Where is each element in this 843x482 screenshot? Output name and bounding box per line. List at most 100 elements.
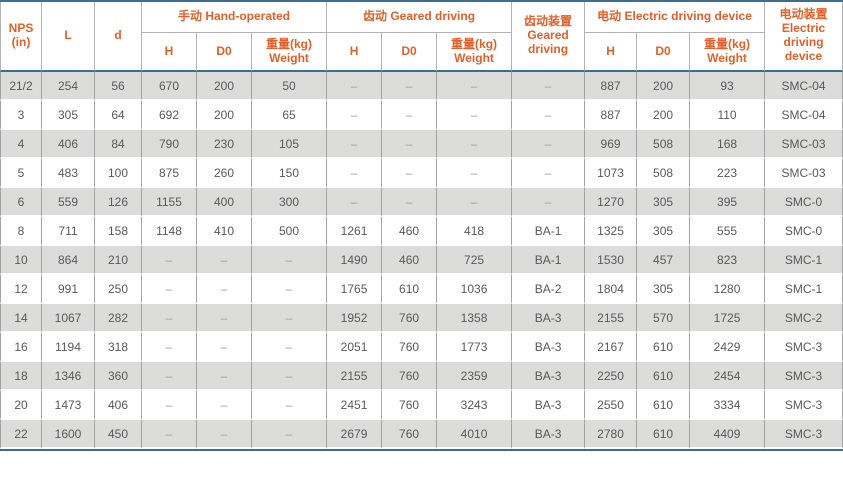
cell-electric-device: SMC-04	[765, 72, 843, 101]
cell-hand-weight: –	[252, 391, 328, 420]
cell-nps: 6	[0, 188, 42, 217]
cell-geared-device: –	[512, 130, 586, 159]
cell-electric-h: 2550	[585, 391, 638, 420]
table-row: 22 1600 450 – – – 2679 760 4010 BA-3 278…	[0, 420, 843, 449]
cell-electric-h: 1073	[585, 159, 638, 188]
col-header-d: d	[95, 2, 142, 72]
cell-geared-h: 2451	[327, 391, 383, 420]
cell-nps: 22	[0, 420, 42, 449]
col-header-electric-weight-en: Weight	[707, 50, 747, 65]
cell-geared-d0: 460	[382, 246, 438, 275]
cell-hand-weight: 65	[252, 101, 328, 130]
cell-geared-weight: –	[437, 188, 513, 217]
cell-l: 991	[42, 275, 95, 304]
cell-nps: 8	[0, 217, 42, 246]
cell-geared-d0: 760	[382, 304, 438, 333]
col-header-geared-weight-zh: 重量(kg)	[451, 36, 498, 51]
cell-electric-d0: 457	[637, 246, 691, 275]
cell-geared-d0: 760	[382, 362, 438, 391]
cell-electric-h: 1804	[585, 275, 638, 304]
cell-geared-weight: 418	[437, 217, 513, 246]
cell-hand-h: –	[142, 362, 197, 391]
cell-electric-weight: 2429	[690, 333, 766, 362]
cell-l: 1067	[42, 304, 95, 333]
table-row: 14 1067 282 – – – 1952 760 1358 BA-3 215…	[0, 304, 843, 333]
cell-hand-weight: 150	[252, 159, 328, 188]
cell-electric-h: 2167	[585, 333, 638, 362]
cell-l: 1600	[42, 420, 95, 449]
cell-hand-h: –	[142, 275, 197, 304]
cell-hand-h: 692	[142, 101, 197, 130]
cell-geared-h: –	[327, 159, 383, 188]
col-header-hand-d0: D0	[197, 33, 252, 72]
table-row: 21/2 254 56 670 200 50 – – – – 887 200 9…	[0, 72, 843, 101]
cell-d: 318	[95, 333, 142, 362]
cell-hand-d0: –	[197, 333, 252, 362]
cell-geared-d0: 610	[382, 275, 438, 304]
cell-hand-h: –	[142, 420, 197, 449]
cell-electric-h: 887	[585, 101, 638, 130]
cell-nps: 12	[0, 275, 42, 304]
table-header: NPS (in) L d 手动 Hand-operated 齿动 Geared …	[0, 2, 843, 72]
col-header-electric-h: H	[585, 33, 638, 72]
cell-hand-h: 1155	[142, 188, 197, 217]
cell-electric-device: SMC-3	[765, 362, 843, 391]
cell-hand-h: 875	[142, 159, 197, 188]
cell-hand-d0: 200	[197, 101, 252, 130]
table-row: 12 991 250 – – – 1765 610 1036 BA-2 1804…	[0, 275, 843, 304]
cell-geared-device: –	[512, 101, 586, 130]
cell-l: 559	[42, 188, 95, 217]
cell-geared-d0: 760	[382, 420, 438, 449]
cell-geared-device: BA-3	[512, 362, 586, 391]
cell-nps: 16	[0, 333, 42, 362]
table-row: 6 559 126 1155 400 300 – – – – 1270 305 …	[0, 188, 843, 217]
cell-electric-weight: 93	[690, 72, 766, 101]
col-header-hand-h: H	[142, 33, 197, 72]
cell-electric-d0: 610	[637, 333, 691, 362]
cell-hand-weight: –	[252, 333, 328, 362]
cell-d: 282	[95, 304, 142, 333]
cell-geared-device: BA-3	[512, 391, 586, 420]
cell-hand-d0: 410	[197, 217, 252, 246]
table-row: 8 711 158 1148 410 500 1261 460 418 BA-1…	[0, 217, 843, 246]
cell-geared-weight: 1773	[437, 333, 513, 362]
cell-geared-weight: –	[437, 72, 513, 101]
cell-l: 864	[42, 246, 95, 275]
col-header-electric-weight: 重量(kg) Weight	[690, 33, 766, 72]
col-header-geared-device-en2: driving	[528, 41, 569, 56]
cell-hand-d0: –	[197, 275, 252, 304]
cell-electric-device: SMC-3	[765, 420, 843, 449]
cell-l: 1346	[42, 362, 95, 391]
cell-hand-d0: –	[197, 246, 252, 275]
cell-hand-weight: –	[252, 275, 328, 304]
cell-geared-device: BA-3	[512, 420, 586, 449]
cell-geared-weight: 3243	[437, 391, 513, 420]
header-title-row: NPS (in) L d 手动 Hand-operated 齿动 Geared …	[0, 2, 843, 72]
cell-electric-weight: 395	[690, 188, 766, 217]
col-header-nps: NPS (in)	[0, 2, 42, 72]
cell-l: 254	[42, 72, 95, 101]
cell-geared-weight: –	[437, 101, 513, 130]
cell-geared-weight: 1358	[437, 304, 513, 333]
cell-electric-d0: 610	[637, 362, 691, 391]
cell-nps: 20	[0, 391, 42, 420]
cell-geared-d0: –	[382, 130, 438, 159]
cell-geared-weight: –	[437, 130, 513, 159]
table-row: 5 483 100 875 260 150 – – – – 1073 508 2…	[0, 159, 843, 188]
cell-geared-weight: 1036	[437, 275, 513, 304]
cell-geared-d0: –	[382, 101, 438, 130]
cell-electric-device: SMC-0	[765, 217, 843, 246]
col-group-electric-driving: 电动 Electric driving device	[585, 2, 766, 33]
col-header-electric-device-en2: driving device	[783, 35, 824, 63]
cell-hand-d0: 400	[197, 188, 252, 217]
col-header-nps-line2: (in)	[11, 35, 31, 49]
cell-electric-h: 2155	[585, 304, 638, 333]
col-header-geared-h: H	[327, 33, 383, 72]
cell-geared-h: 1490	[327, 246, 383, 275]
cell-geared-weight: 725	[437, 246, 513, 275]
cell-electric-weight: 2454	[690, 362, 766, 391]
cell-hand-h: 670	[142, 72, 197, 101]
header-sub-row: H D0 重量(kg) Weight H D0 重量(kg) Weight H …	[0, 33, 843, 72]
cell-l: 1194	[42, 333, 95, 362]
